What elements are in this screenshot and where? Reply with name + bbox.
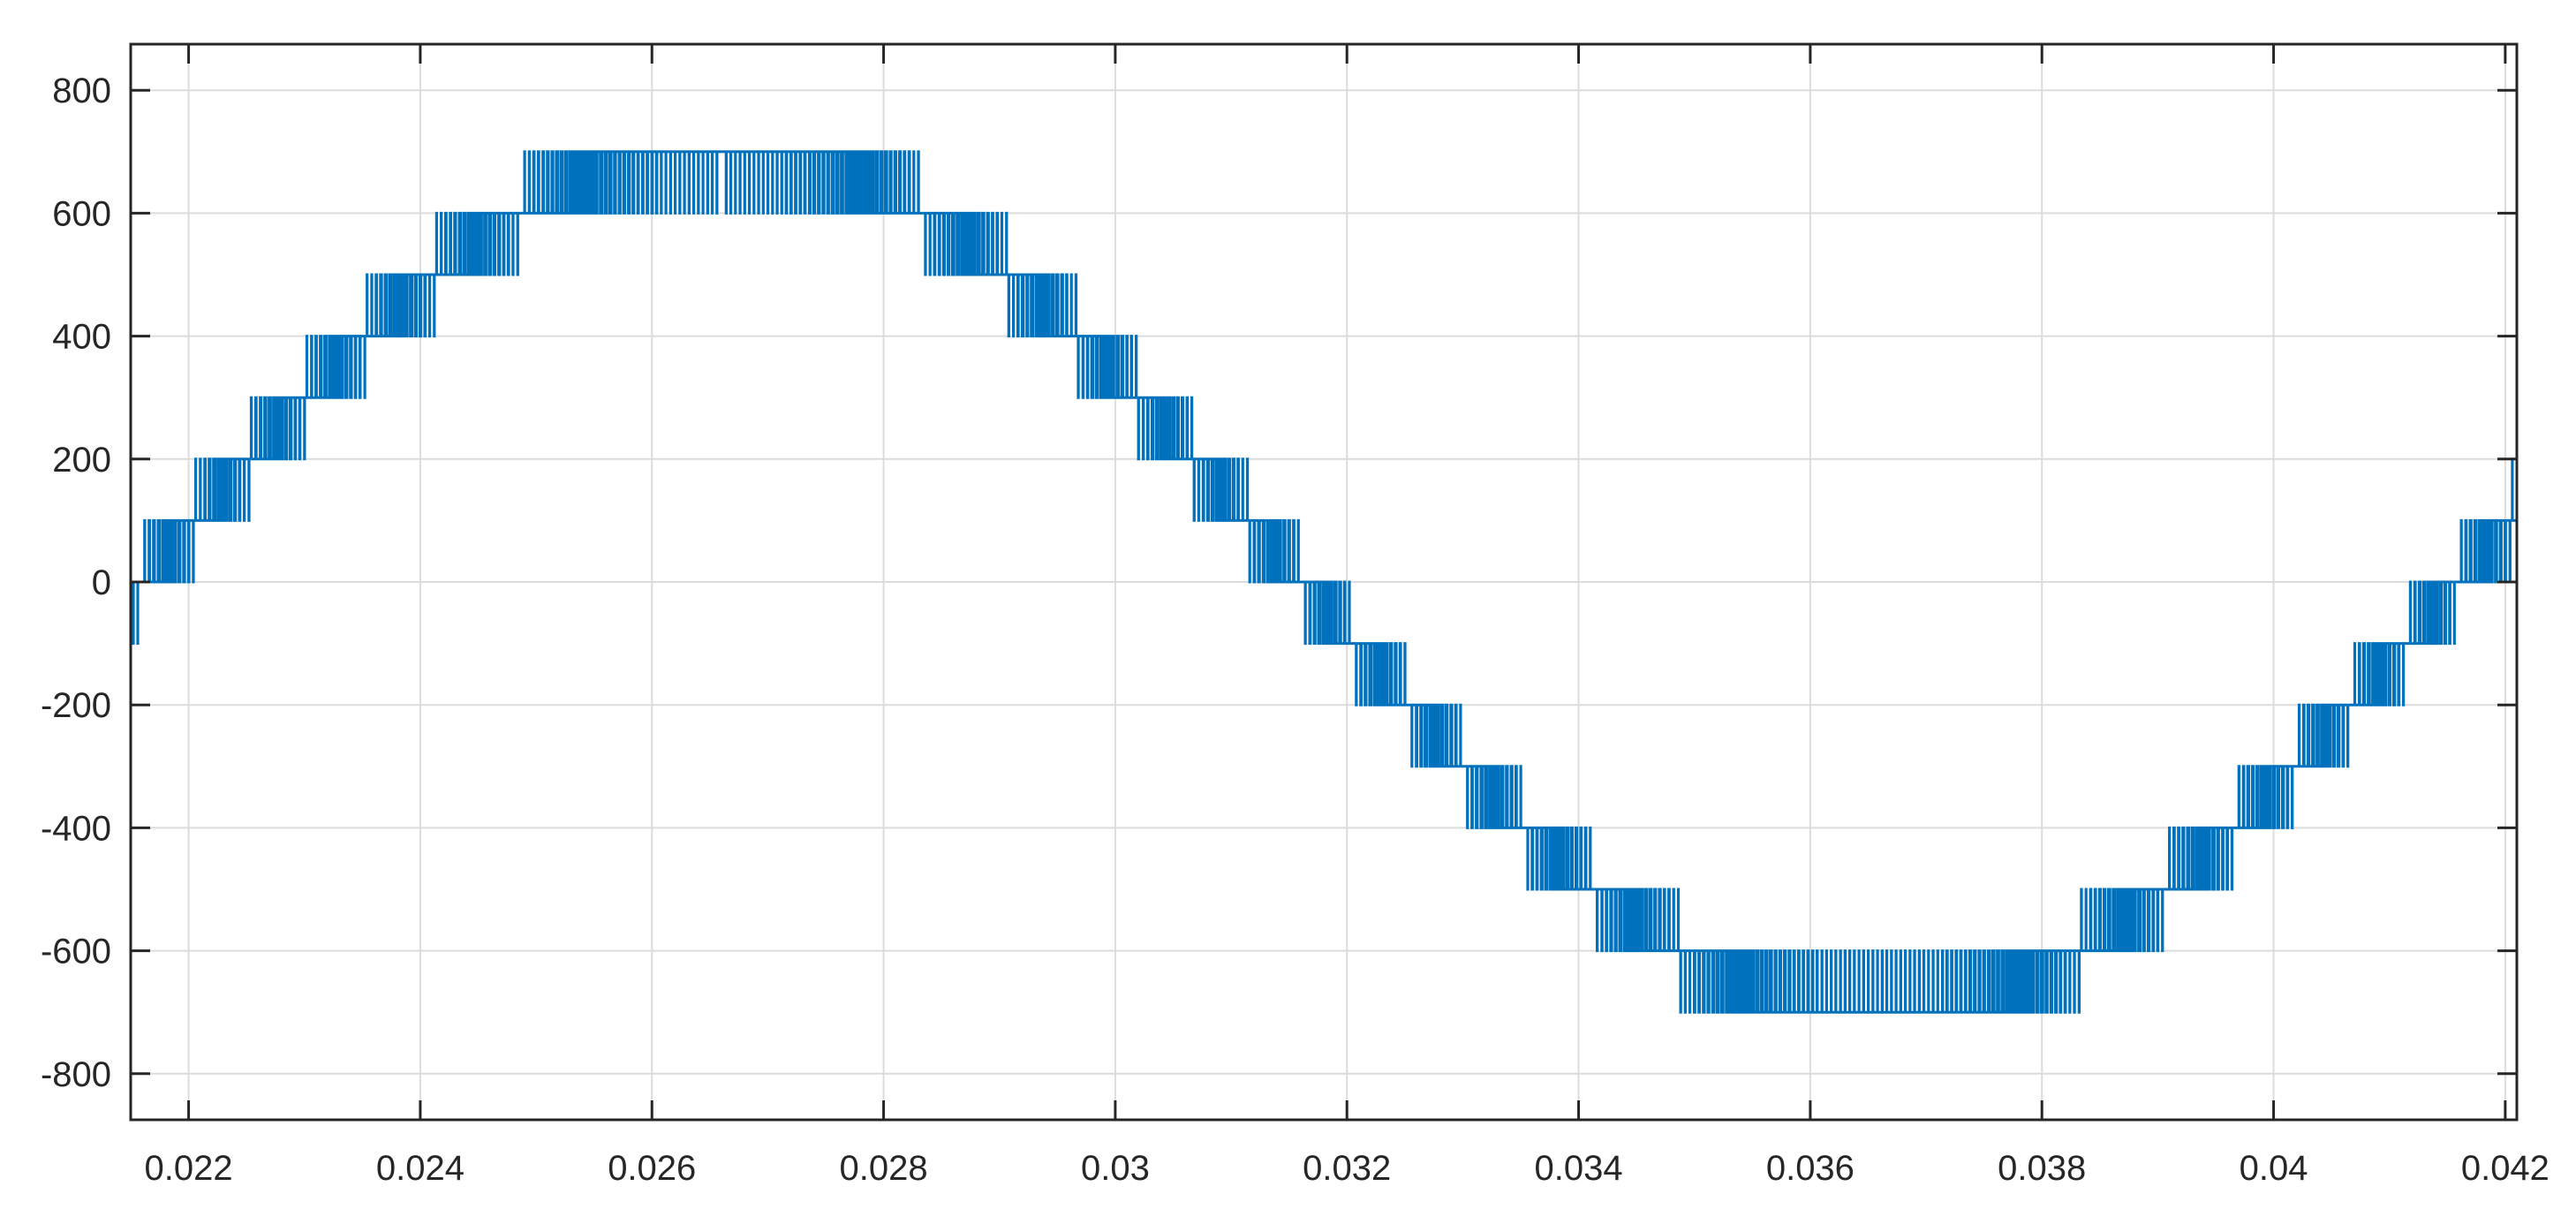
x-tick-label: 0.03 (1081, 1149, 1150, 1188)
x-tick-label: 0.04 (2240, 1149, 2308, 1188)
y-tick-label: -200 (41, 686, 111, 725)
x-tick-label: 0.038 (1998, 1149, 2086, 1188)
series-layer (131, 150, 2517, 1014)
y-tick-label: -800 (41, 1055, 111, 1094)
series-line (131, 150, 2517, 1014)
y-tick-labels: 800 600 400 200 0 -200 -400 -600 -800 (41, 72, 111, 1094)
x-tick-label: 0.036 (1766, 1149, 1855, 1188)
x-tick-label: 0.022 (145, 1149, 233, 1188)
x-tick-label: 0.024 (376, 1149, 465, 1188)
y-tick-label: -400 (41, 809, 111, 848)
x-tick-label: 0.034 (1535, 1149, 1623, 1188)
x-tick-label: 0.032 (1303, 1149, 1391, 1188)
x-tick-label: 0.028 (840, 1149, 928, 1188)
x-tick-label: 0.042 (2461, 1149, 2550, 1188)
y-tick-label: 400 (52, 318, 111, 357)
y-tick-label: 800 (52, 72, 111, 110)
y-tick-label: -600 (41, 933, 111, 971)
tick-marks (131, 44, 2517, 1120)
y-tick-label: 600 (52, 194, 111, 233)
x-tick-label: 0.026 (608, 1149, 696, 1188)
x-tick-labels: 0.022 0.024 0.026 0.028 0.03 0.032 0.034 0.036 0… (145, 1149, 2550, 1188)
y-tick-label: 200 (52, 441, 111, 480)
y-tick-label: 0 (92, 563, 111, 602)
